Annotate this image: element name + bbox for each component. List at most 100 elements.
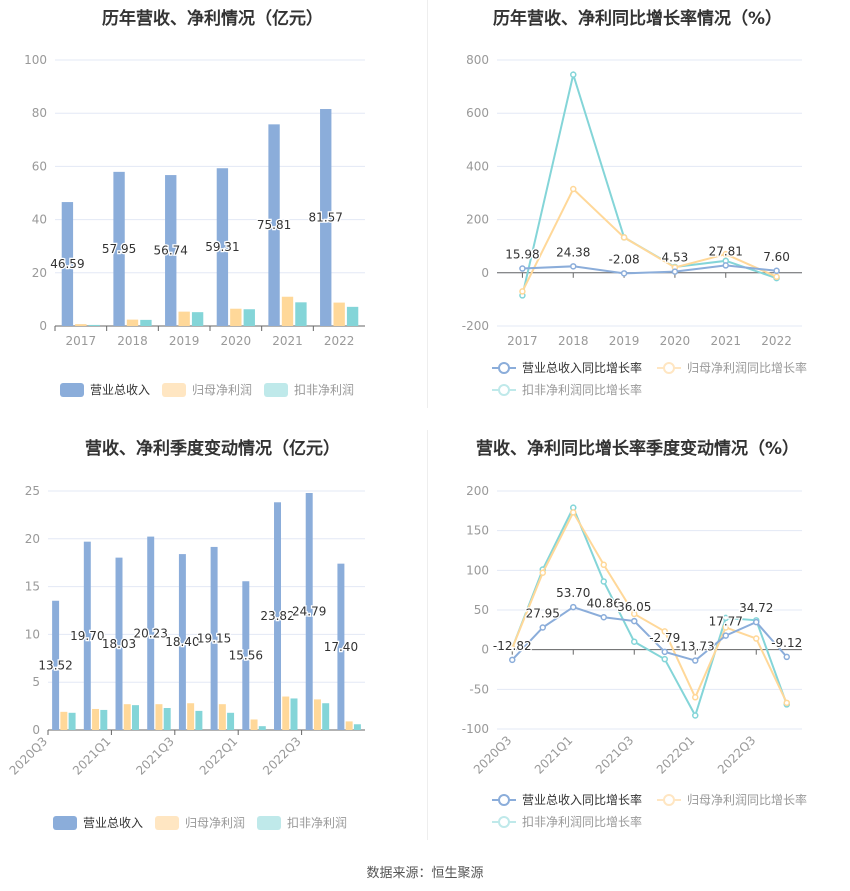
chart-4-data-point [600, 578, 607, 585]
chart-3-data-label: 17.40 [324, 640, 358, 654]
chart-3-legend-swatch [257, 816, 281, 830]
chart-2-data-point [722, 262, 729, 269]
chart-4-data-label: 36.05 [617, 600, 651, 614]
chart-3-bar [100, 709, 108, 730]
chart-2-y-tick-label: 600 [466, 106, 489, 120]
chart-4-data-point [692, 657, 699, 664]
chart-4-data-point [539, 624, 546, 631]
chart-1-y-tick-label: 100 [24, 53, 47, 67]
chart-4-data-label: 17.77 [709, 615, 743, 629]
chart-4-series-line [511, 510, 788, 704]
chart-4-legend-label: 扣非净利润同比增长率 [522, 814, 642, 829]
chart-4-legend-marker-icon [498, 794, 510, 806]
chart-1-bar [268, 124, 280, 326]
chart-2-data-point [570, 185, 577, 193]
chart-1-legend-swatch [264, 383, 288, 397]
chart-2-x-tick-label: 2020 [660, 334, 691, 348]
chart-2-data-point [570, 263, 577, 270]
chart-4-x-tick-label: 2022Q3 [715, 733, 759, 777]
chart-2-x-tick-label: 2021 [710, 334, 741, 348]
chart-4-series-line [511, 605, 788, 662]
chart-1-bar [61, 202, 74, 326]
chart-4-y-tick-label: 200 [466, 484, 489, 498]
chart-1-bar [216, 168, 229, 326]
chart-3-bar [187, 703, 195, 730]
chart-4-data-point [722, 632, 729, 639]
chart-4-data-label: -12.82 [493, 639, 532, 653]
chart-1-title: 历年营收、净利情况（亿元） [102, 9, 323, 29]
chart-3-bar [132, 705, 139, 730]
divider-bottom [427, 430, 428, 840]
chart-1-data-label: 59.31 [205, 240, 239, 254]
chart-4-data-point [753, 618, 760, 626]
chart-2-y-tick-label: 200 [466, 213, 489, 227]
chart-4-data-label: -2.79 [649, 631, 680, 645]
chart-4-y-tick-label: 50 [474, 603, 489, 617]
chart-2-data-point [570, 71, 577, 78]
chart-3-bar [60, 711, 68, 730]
chart-2-legend-marker-icon [498, 362, 510, 374]
chart-3-bar [227, 712, 235, 730]
chart-2-x-tick-label: 2017 [507, 334, 538, 348]
chart-4-data-label: 27.95 [526, 606, 560, 620]
chart-2-title: 历年营收、净利同比增长率情况（%） [492, 9, 783, 29]
chart-2-x-tick-label: 2022 [761, 334, 792, 348]
chart-3-bar [353, 724, 361, 730]
chart-3-x-tick-label: 2022Q3 [260, 734, 304, 778]
chart-3-y-tick-label: 5 [32, 675, 40, 689]
chart-3-bar [290, 698, 298, 730]
data-source: 数据来源：恒生聚源 [366, 866, 484, 881]
chart-4-data-point [753, 635, 760, 642]
chart-1-bar [333, 302, 345, 326]
chart-2-legend-label: 归母净利润同比增长率 [687, 360, 807, 375]
chart-3-bar [282, 696, 290, 730]
chart-3-data-label: 19.70 [70, 629, 104, 643]
chart-2-data-label: -2.08 [609, 252, 640, 266]
chart-1-x-tick-label: 2022 [324, 334, 355, 348]
chart-4-legend-marker-icon [663, 794, 675, 806]
chart-3-legend-swatch [53, 816, 77, 830]
chart-4-legend-marker-icon [498, 816, 510, 828]
chart-3-bar [155, 704, 163, 730]
chart-3-bar [147, 536, 155, 730]
chart-2-data-point [773, 273, 780, 281]
chart-1-data-label: 56.74 [154, 244, 188, 258]
chart-3-bar [123, 704, 131, 730]
chart-3-bar [218, 704, 226, 730]
chart-2-legend-label: 营业总收入同比增长率 [522, 360, 642, 375]
chart-2-data-label: 24.38 [556, 245, 590, 259]
chart-4-x-tick-label: 2021Q3 [593, 733, 637, 777]
chart-3-y-tick-label: 15 [25, 580, 40, 594]
chart-4-data-point [600, 614, 607, 621]
chart-3-data-label: 20.23 [134, 626, 168, 640]
chart-1-bar [75, 324, 87, 326]
chart-4-legend-label: 营业总收入同比增长率 [522, 792, 642, 807]
chart-2-x-tick-label: 2018 [558, 334, 589, 348]
chart-2-data-label: 7.60 [763, 250, 790, 264]
chart-4-y-tick-label: 0 [481, 643, 489, 657]
chart-3-y-tick-label: 25 [25, 484, 40, 498]
chart-3-bar [195, 710, 203, 730]
chart-3-bar [313, 699, 321, 730]
chart-1-bar [191, 312, 204, 326]
chart-1-bar [295, 302, 307, 326]
chart-1-y-tick-label: 80 [32, 106, 47, 120]
chart-4-data-point [661, 628, 668, 635]
chart-3-x-tick-label: 2020Q3 [7, 734, 51, 778]
chart-1-data-label: 81.57 [309, 211, 343, 225]
chart-3-bar [322, 703, 330, 730]
chart-2-data-label: 27.81 [709, 244, 743, 258]
chart-3-legend-label: 扣非净利润 [287, 816, 347, 830]
chart-4-y-tick-label: 100 [466, 563, 489, 577]
chart-3-data-label: 15.56 [229, 649, 263, 663]
chart-2-data-point [519, 265, 526, 272]
chart-1-data-label: 75.81 [257, 218, 291, 232]
chart-4-data-point [631, 617, 638, 625]
chart-1-legend-swatch [60, 383, 84, 397]
chart-3-bar [52, 600, 60, 730]
chart-3-y-tick-label: 20 [25, 532, 40, 546]
chart-3-data-label: 23.82 [260, 609, 294, 623]
chart-2-legend-marker-icon [498, 384, 510, 396]
chart-3-bar [305, 493, 313, 730]
chart-3-bar [337, 563, 345, 730]
